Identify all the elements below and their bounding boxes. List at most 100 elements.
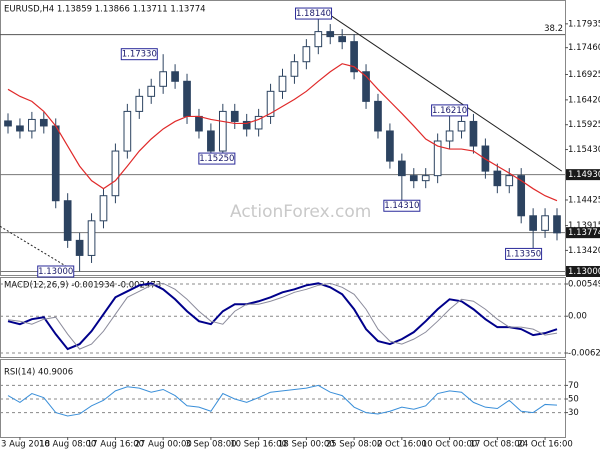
x-tick-label: 10 Oct 00:00 [422, 440, 477, 450]
trendline [327, 13, 563, 172]
annotation-label: 1.16210 [432, 106, 467, 116]
annotation-label: 1.13000 [38, 267, 73, 277]
annotation-label: 1.18140 [296, 9, 331, 19]
candle-body [99, 195, 108, 222]
candle-body [135, 95, 144, 112]
level-label: 1.13774 [568, 228, 600, 238]
candle-body [123, 110, 132, 152]
y-tick-label: 0.005495 [568, 280, 600, 290]
annotation-label: 1.17330 [122, 50, 157, 60]
annotation-box [37, 265, 75, 278]
candle-body [183, 80, 191, 117]
x-tick-label: 25 Sep 08:00 [326, 440, 383, 450]
candle-body [111, 150, 120, 197]
moving-average [7, 63, 558, 202]
candle-body [147, 85, 156, 97]
y-tick-label: 1.17935 [568, 19, 600, 29]
candle-body [171, 71, 179, 82]
annotation-box [383, 199, 421, 212]
candle-body [254, 115, 263, 130]
candle-body [541, 215, 549, 231]
x-tick-label: 10 Sep 16:00 [230, 440, 287, 450]
x-tick-label: 2 Oct 16:00 [377, 440, 427, 450]
candle-body [51, 125, 60, 202]
candle-body [314, 31, 323, 48]
annotation-box [295, 7, 333, 20]
x-tick-label: 27 Aug 00:00 [134, 440, 191, 450]
candle-body [338, 36, 347, 43]
candle-body [433, 140, 442, 177]
candle-body [529, 215, 537, 231]
x-tick-label: 17 Aug 16:00 [87, 440, 144, 450]
candle-body [469, 120, 478, 147]
candle-body [493, 170, 502, 187]
candle-body [278, 75, 287, 92]
x-tick-label: 3 Aug 2018 [1, 440, 50, 450]
annotation-label: 1.15250 [199, 154, 234, 164]
annotation-box [505, 247, 543, 260]
candle-body [409, 175, 418, 182]
price-panel [0, 0, 566, 276]
level-label: 1.14930 [568, 170, 600, 180]
candle-body [302, 46, 311, 63]
candle-body [28, 118, 36, 132]
y-tick-label: 1.16420 [568, 95, 600, 105]
level-box [566, 265, 600, 277]
watermark: ActionForex.com [230, 202, 371, 222]
candle-body [445, 130, 454, 142]
level-box [566, 227, 600, 239]
y-tick-label: -0.006282 [568, 349, 600, 359]
candle-body [421, 175, 430, 182]
y-tick-label: 1.13420 [568, 246, 600, 256]
y-tick-label: 50 [568, 395, 579, 405]
y-tick-label: 1.16925 [568, 70, 600, 80]
y-tick-label: 1.15430 [568, 145, 600, 155]
x-tick-label: 24 Oct 16:00 [517, 440, 572, 450]
panel-title: EURUSD,H4 1.13859 1.13866 1.13711 1.1377… [4, 5, 206, 15]
level-box [566, 169, 600, 181]
candle-body [159, 71, 167, 87]
candle-body [195, 115, 203, 132]
y-tick-label: 0.00 [568, 312, 587, 322]
annotation-box [431, 104, 469, 117]
y-tick-label: 1.15925 [568, 120, 600, 130]
panel-title: RSI(14) 40.9006 [4, 368, 73, 378]
candle-body [362, 71, 370, 102]
y-tick-label: 1.14425 [568, 195, 600, 205]
level-label: 1.13000 [568, 267, 600, 277]
series-line [7, 282, 558, 351]
candle-body [457, 120, 466, 132]
candle-body [266, 90, 275, 117]
candle-body [517, 175, 526, 217]
macd-panel [0, 277, 566, 358]
candle-body [218, 110, 227, 152]
candle-body [505, 175, 514, 187]
candle-body [242, 120, 251, 130]
candle-body [553, 215, 561, 234]
x-tick-label: 17 Oct 08:00 [470, 440, 525, 450]
candle-body [230, 110, 239, 122]
candle-body [326, 31, 335, 38]
candle-body [16, 125, 24, 132]
candle-body [75, 239, 84, 256]
candle-body [350, 41, 358, 73]
fib-label: 38.2 [544, 24, 563, 34]
trendline [0, 225, 76, 272]
candle-body [374, 100, 382, 132]
candle-body [39, 118, 48, 127]
x-tick-label: 3 Sep 08:00 [185, 440, 236, 450]
y-tick-label: 70 [568, 381, 579, 391]
x-tick-label: 18 Sep 00:00 [278, 440, 335, 450]
candle-body [207, 130, 215, 152]
series-line [7, 282, 558, 350]
annotation-label: 1.13350 [506, 249, 541, 259]
y-tick-label: 1.17460 [568, 43, 600, 53]
candle-body [4, 120, 12, 127]
candle-body [398, 160, 406, 177]
y-tick-label: 1.13915 [568, 221, 600, 231]
panel-title: MACD(12,26,9) -0.001934 -0.002473 [4, 281, 161, 291]
annotation-box [198, 152, 236, 165]
annotation-box [120, 48, 158, 61]
y-tick-label: 30 [568, 408, 579, 418]
